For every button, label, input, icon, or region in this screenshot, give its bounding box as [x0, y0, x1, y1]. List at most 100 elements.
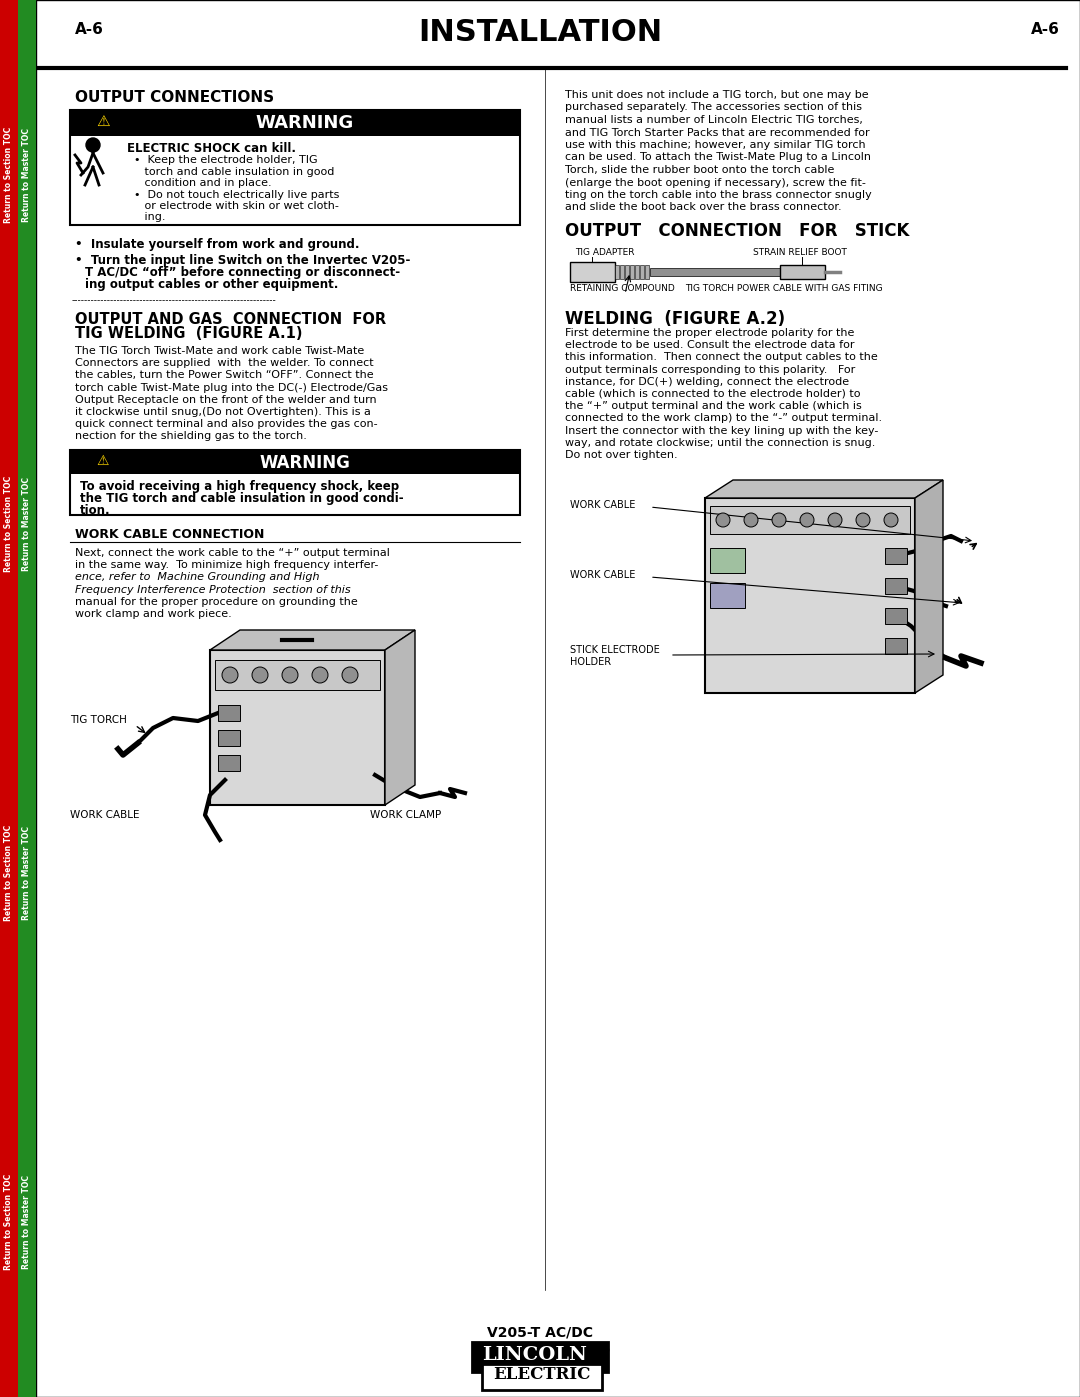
Text: Frequency Interference Protection  section of this: Frequency Interference Protection sectio…	[75, 584, 351, 595]
Text: instance, for DC(+) welding, connect the electrode: instance, for DC(+) welding, connect the…	[565, 377, 849, 387]
Text: Return to Section TOC: Return to Section TOC	[4, 824, 14, 921]
Text: ---------------------------------------------------------------: ----------------------------------------…	[72, 296, 276, 305]
Text: Torch, slide the rubber boot onto the torch cable: Torch, slide the rubber boot onto the to…	[565, 165, 835, 175]
Text: WORK CABLE: WORK CABLE	[570, 570, 635, 580]
Text: To avoid receiving a high frequency shock, keep: To avoid receiving a high frequency shoc…	[80, 481, 400, 493]
Text: TIG TORCH POWER CABLE WITH GAS FITING: TIG TORCH POWER CABLE WITH GAS FITING	[685, 284, 882, 293]
Text: T AC/DC “off” before connecting or disconnect-: T AC/DC “off” before connecting or disco…	[85, 265, 400, 279]
Text: WELDING  (FIGURE A.2): WELDING (FIGURE A.2)	[565, 310, 785, 328]
Text: Do not over tighten.: Do not over tighten.	[565, 450, 677, 460]
Text: This unit does not include a TIG torch, but one may be: This unit does not include a TIG torch, …	[565, 89, 868, 101]
Text: ELECTRIC SHOCK can kill.: ELECTRIC SHOCK can kill.	[127, 142, 296, 155]
Bar	[710, 583, 745, 608]
Text: this information.  Then connect the output cables to the: this information. Then connect the outpu…	[565, 352, 878, 362]
Bar	[615, 265, 619, 279]
Text: Return to Section TOC: Return to Section TOC	[4, 476, 14, 573]
Circle shape	[342, 666, 357, 683]
Polygon shape	[915, 481, 943, 693]
Text: Return to Master TOC: Return to Master TOC	[23, 476, 31, 571]
Text: WORK CABLE: WORK CABLE	[70, 810, 139, 820]
Circle shape	[282, 666, 298, 683]
Bar	[885, 548, 907, 564]
Bar	[218, 754, 240, 771]
Text: OUTPUT CONNECTIONS: OUTPUT CONNECTIONS	[75, 89, 274, 105]
Text: V205-T AC/DC: V205-T AC/DC	[487, 1324, 593, 1338]
Circle shape	[312, 666, 328, 683]
Bar	[70, 450, 519, 474]
Text: •  Insulate yourself from work and ground.: • Insulate yourself from work and ground…	[75, 237, 360, 251]
Bar	[18, 0, 36, 1397]
Text: nection for the shielding gas to the torch.: nection for the shielding gas to the tor…	[75, 432, 307, 441]
Circle shape	[222, 666, 238, 683]
Bar	[885, 638, 907, 654]
Text: ing.: ing.	[127, 212, 165, 222]
Text: Return to Master TOC: Return to Master TOC	[23, 1175, 31, 1268]
Text: •  Do not touch electrically live parts: • Do not touch electrically live parts	[127, 190, 339, 200]
Text: RETAINING COMPOUND: RETAINING COMPOUND	[570, 284, 675, 293]
Text: WORK CABLE: WORK CABLE	[570, 500, 635, 510]
Text: WORK CLAMP: WORK CLAMP	[370, 810, 442, 820]
Bar	[570, 263, 615, 282]
Bar	[70, 110, 519, 225]
Circle shape	[828, 513, 842, 527]
Circle shape	[252, 666, 268, 683]
Text: Return to Section TOC: Return to Section TOC	[4, 1173, 14, 1270]
Text: First determine the proper electrode polarity for the: First determine the proper electrode pol…	[565, 328, 854, 338]
Bar	[218, 705, 240, 721]
Text: LINCOLN: LINCOLN	[483, 1345, 588, 1363]
Bar	[70, 110, 519, 136]
Text: electrode to be used. Consult the electrode data for: electrode to be used. Consult the electr…	[565, 341, 854, 351]
Text: ting on the torch cable into the brass connector snugly: ting on the torch cable into the brass c…	[565, 190, 872, 200]
Bar	[885, 608, 907, 624]
Circle shape	[772, 513, 786, 527]
Bar	[710, 548, 745, 573]
Bar	[885, 578, 907, 594]
Polygon shape	[705, 481, 943, 497]
Text: OUTPUT AND GAS  CONNECTION  FOR: OUTPUT AND GAS CONNECTION FOR	[75, 312, 387, 327]
Text: Return to Master TOC: Return to Master TOC	[23, 826, 31, 921]
Bar	[482, 1363, 602, 1390]
Bar	[70, 450, 519, 515]
Bar	[635, 265, 639, 279]
Text: ⚠: ⚠	[97, 454, 109, 468]
Text: manual for the proper procedure on grounding the: manual for the proper procedure on groun…	[75, 597, 357, 606]
Bar	[218, 731, 240, 746]
Text: tion.: tion.	[80, 504, 110, 517]
Bar	[640, 265, 644, 279]
Text: output terminals corresponding to this polarity.   For: output terminals corresponding to this p…	[565, 365, 855, 374]
Text: ence, refer to  Machine Grounding and High: ence, refer to Machine Grounding and Hig…	[75, 573, 320, 583]
Text: Next, connect the work cable to the “+” output terminal: Next, connect the work cable to the “+” …	[75, 548, 390, 557]
Bar	[215, 659, 380, 690]
Text: The TIG Torch Twist-Mate and work cable Twist-Mate: The TIG Torch Twist-Mate and work cable …	[75, 346, 364, 356]
Text: •  Keep the electrode holder, TIG: • Keep the electrode holder, TIG	[127, 155, 318, 165]
Text: WARNING: WARNING	[256, 115, 354, 131]
Text: Connectors are supplied  with  the welder. To connect: Connectors are supplied with the welder.…	[75, 358, 374, 369]
Text: in the same way.  To minimize high frequency interfer-: in the same way. To minimize high freque…	[75, 560, 378, 570]
Text: connected to the work clamp) to the “-” output terminal.: connected to the work clamp) to the “-” …	[565, 414, 882, 423]
Circle shape	[856, 513, 870, 527]
Polygon shape	[210, 630, 415, 650]
Text: STRAIN RELIEF BOOT: STRAIN RELIEF BOOT	[753, 249, 847, 257]
Text: WORK CABLE CONNECTION: WORK CABLE CONNECTION	[75, 528, 265, 541]
Text: and TIG Torch Starter Packs that are recommended for: and TIG Torch Starter Packs that are rec…	[565, 127, 869, 137]
Text: TIG WELDING  (FIGURE A.1): TIG WELDING (FIGURE A.1)	[75, 326, 302, 341]
Polygon shape	[384, 630, 415, 805]
Text: Return to Master TOC: Return to Master TOC	[23, 129, 31, 222]
Text: (enlarge the boot opening if necessary), screw the fit-: (enlarge the boot opening if necessary),…	[565, 177, 866, 187]
Text: quick connect terminal and also provides the gas con-: quick connect terminal and also provides…	[75, 419, 378, 429]
Text: TIG TORCH: TIG TORCH	[70, 715, 126, 725]
Text: manual lists a number of Lincoln Electric TIG torches,: manual lists a number of Lincoln Electri…	[565, 115, 863, 124]
Text: ®: ®	[600, 1345, 610, 1356]
Bar	[0, 0, 18, 1397]
Text: the TIG torch and cable insulation in good condi-: the TIG torch and cable insulation in go…	[80, 492, 404, 504]
Bar	[472, 1343, 608, 1372]
Text: can be used. To attach the Twist-Mate Plug to a Lincoln: can be used. To attach the Twist-Mate Pl…	[565, 152, 870, 162]
Text: A-6: A-6	[1031, 22, 1059, 36]
Circle shape	[716, 513, 730, 527]
Circle shape	[744, 513, 758, 527]
Text: TIG ADAPTER: TIG ADAPTER	[575, 249, 635, 257]
Text: Return to Section TOC: Return to Section TOC	[4, 127, 14, 224]
Text: way, and rotate clockwise; until the connection is snug.: way, and rotate clockwise; until the con…	[565, 437, 876, 448]
Text: or electrode with skin or wet cloth-: or electrode with skin or wet cloth-	[127, 201, 339, 211]
Circle shape	[86, 138, 100, 152]
